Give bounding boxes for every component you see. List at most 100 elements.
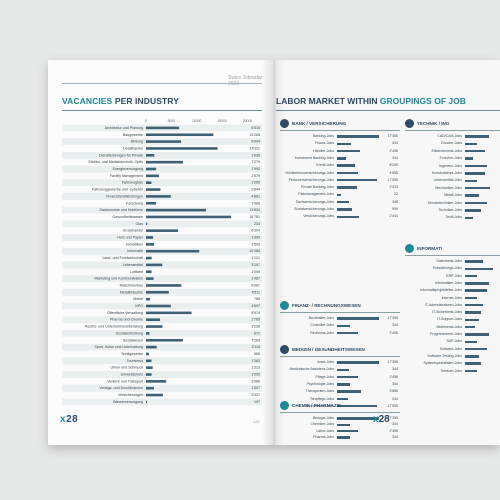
category-label: Sport, Kultur und Unterhaltung	[94, 345, 143, 349]
job-label: SAP-Jobs	[446, 339, 462, 344]
job-bar	[337, 149, 361, 153]
job-bar	[465, 311, 481, 314]
value-bar	[146, 373, 152, 376]
value-label: 14'112	[250, 146, 260, 150]
job-label: Ingenieur-Jobs	[438, 163, 462, 168]
job-bar	[465, 340, 477, 343]
job-bar	[465, 296, 477, 300]
value-bar	[146, 126, 180, 130]
job-value: 2'444	[389, 214, 398, 219]
job-group-section: INFORMATI Datenbank-Jobs Entwicklungs-Jobs…	[405, 243, 500, 380]
x-tick-label: 5000	[168, 119, 176, 123]
job-label: Telekom-Jobs	[440, 368, 462, 373]
job-bar	[337, 171, 358, 175]
section-heading: BANK / VERSICHERUNG	[280, 118, 346, 128]
job-bar	[337, 164, 355, 167]
value-label: 3'986	[251, 379, 260, 383]
value-bar	[146, 140, 182, 143]
job-bar	[465, 135, 489, 138]
list-item: Software-Testing-Jobs	[405, 354, 500, 359]
job-bar	[465, 369, 477, 373]
footer-code: x28	[253, 419, 260, 424]
value-label: 3'197	[251, 263, 260, 267]
job-bar	[337, 317, 379, 320]
row-stripe	[62, 316, 262, 324]
category-label: Öffentliche Verwaltung	[107, 311, 143, 315]
section-title: MEDIZIN / GESUNDHEITSWESEN	[292, 346, 365, 352]
value-bar	[146, 277, 154, 280]
list-item: Psychologie-Jobs 344	[280, 382, 400, 387]
job-value: 344	[392, 422, 398, 427]
job-bar	[337, 157, 347, 160]
value-bar	[146, 338, 183, 342]
job-bar	[337, 215, 359, 218]
value-bar	[146, 256, 152, 260]
job-bar	[465, 304, 483, 307]
list-item: Tierpflege-Jobs 244	[280, 397, 400, 402]
job-value: 2'456	[389, 374, 398, 379]
value-bar	[146, 318, 161, 321]
value-label: 7'269	[251, 338, 260, 342]
row-stripe	[62, 220, 262, 228]
value-label: 2'579	[251, 174, 260, 178]
value-label: 197	[254, 400, 260, 404]
job-bar	[337, 193, 342, 197]
list-item: Finanz-Jobs 344	[280, 141, 400, 146]
magazine-spread: Swiss Jobradar 2023 VACANCIES PER INDUST…	[48, 60, 500, 445]
right-title-accent: GROUPINGS OF JOB	[379, 96, 466, 106]
title-accent: VACANCIES	[62, 96, 113, 106]
value-bar	[146, 332, 150, 335]
job-label: Sachversicherungs-Jobs	[295, 199, 334, 204]
job-label: Händler-Jobs	[313, 148, 334, 153]
job-label: Nichtlebensversicherungs Jobs	[285, 170, 334, 175]
job-label: Tierpflege-Jobs	[310, 396, 334, 401]
value-bar	[146, 359, 152, 363]
category-label: Möbel	[133, 297, 143, 301]
job-bar	[465, 333, 489, 336]
job-bar	[465, 362, 481, 365]
job-bar	[465, 260, 483, 263]
job-label: IT-Sicherheits-Jobs	[432, 310, 462, 315]
list-item: Private Banking-Jobs 2'333	[280, 185, 400, 190]
category-label: Holz und Papier	[117, 236, 143, 240]
job-bar	[465, 289, 487, 292]
job-bar	[465, 216, 473, 220]
job-bar	[465, 318, 479, 322]
value-bar	[146, 345, 157, 349]
value-label: 1'557	[251, 386, 260, 390]
job-bar	[465, 267, 493, 270]
list-item: Techniker-Jobs	[405, 208, 500, 213]
right-footer-logo: x28	[373, 414, 390, 425]
group-icon	[280, 300, 289, 310]
list-item: Programmierer-Jobs	[405, 332, 500, 337]
category-label: Marketing und Kommunikation	[94, 277, 143, 281]
list-item: Software-Jobs	[405, 347, 500, 352]
row-stripe	[62, 357, 262, 365]
job-label: Pharma-Jobs	[313, 435, 334, 440]
category-label: Lebensmittel	[123, 263, 144, 267]
list-item: Textil-Jobs	[405, 215, 500, 220]
category-label: Textilgewerbe	[121, 352, 143, 356]
value-label: 4'511	[252, 290, 260, 294]
job-label: Informatikprojektleiter-Jobs	[419, 288, 462, 293]
right-footer-logo-num: 28	[378, 414, 390, 425]
job-label: Informatiker-Jobs	[434, 280, 462, 285]
category-label: Immobilien	[126, 242, 143, 246]
value-label: 6'904	[251, 140, 260, 144]
value-label: 1'593	[251, 242, 260, 246]
job-bar	[337, 208, 353, 211]
job-bar	[465, 347, 487, 351]
job-label: Mechaniker-Jobs	[435, 185, 462, 190]
header-rule	[62, 83, 262, 84]
list-item: Revisions-Jobs 2'456	[280, 331, 400, 336]
value-label: 566	[254, 352, 260, 356]
value-bar	[146, 154, 155, 157]
value-label: 8'974	[251, 311, 260, 315]
list-item: Kredit-Jobs 8'269	[280, 163, 400, 168]
list-item: Ingenieur-Jobs	[405, 164, 500, 169]
job-bar	[465, 172, 485, 175]
row-stripe	[62, 371, 262, 378]
x-tick-label: 20000	[243, 119, 253, 123]
section-heading: MEDIZIN / GESUNDHEITSWESEN	[280, 344, 365, 354]
job-label: Personenversicherungs-Jobs	[288, 177, 334, 182]
